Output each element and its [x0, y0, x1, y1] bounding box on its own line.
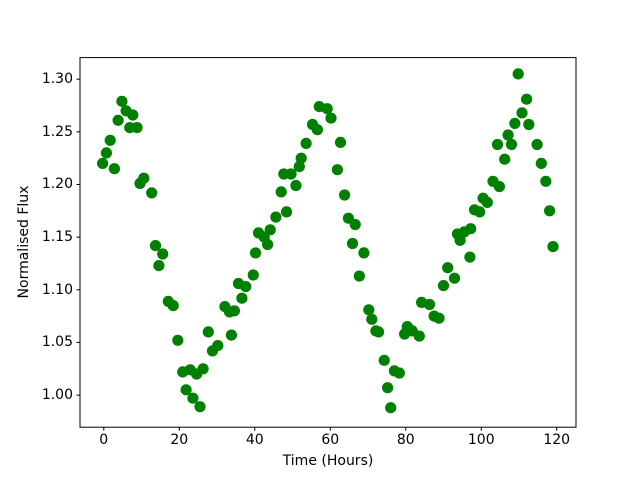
- data-point: [167, 300, 179, 312]
- data-point: [262, 238, 274, 251]
- data-point: [358, 247, 370, 259]
- data-point: [547, 241, 559, 253]
- x-tick-label: 40: [245, 432, 264, 448]
- x-axis-title: Time (Hours): [282, 453, 374, 469]
- data-point: [212, 340, 224, 352]
- data-point: [531, 138, 543, 151]
- data-point: [448, 272, 461, 284]
- data-point: [363, 304, 375, 316]
- data-point: [112, 114, 124, 126]
- data-point: [275, 186, 287, 198]
- data-point: [437, 280, 450, 292]
- data-point: [240, 281, 252, 293]
- data-point: [300, 137, 312, 149]
- data-point: [197, 363, 209, 375]
- x-tick-label: 120: [543, 432, 571, 448]
- data-point: [442, 262, 454, 274]
- data-point: [247, 269, 259, 281]
- data-point: [264, 224, 276, 236]
- data-point: [540, 175, 552, 187]
- data-point: [127, 109, 139, 121]
- data-point: [423, 298, 436, 311]
- y-tick-label: 1.25: [41, 123, 73, 140]
- data-point: [149, 240, 162, 252]
- data-point: [225, 329, 237, 341]
- data-point: [349, 218, 361, 231]
- data-point: [491, 138, 504, 151]
- x-tick-label: 60: [321, 432, 340, 448]
- data-point: [454, 234, 466, 246]
- data-point: [194, 401, 206, 413]
- data-point: [516, 107, 528, 119]
- data-point: [433, 312, 445, 324]
- y-tick-label: 1.30: [41, 71, 73, 88]
- data-point: [474, 206, 486, 218]
- data-point: [353, 270, 365, 282]
- data-point: [464, 251, 476, 263]
- y-tick-label: 1.00: [41, 387, 73, 404]
- x-tick-label: 80: [396, 432, 415, 448]
- data-point: [378, 354, 390, 366]
- data-point: [172, 334, 184, 346]
- data-point: [131, 122, 143, 134]
- data-point: [373, 326, 385, 338]
- data-point: [382, 382, 394, 394]
- data-point: [187, 392, 199, 404]
- y-tick-label: 1.05: [41, 334, 73, 351]
- data-point: [293, 161, 305, 173]
- data-point: [499, 153, 511, 165]
- data-point: [321, 103, 333, 115]
- data-point: [346, 237, 359, 250]
- data-point: [505, 138, 518, 151]
- data-point: [236, 292, 248, 304]
- data-point: [366, 313, 378, 325]
- data-point: [523, 118, 535, 131]
- data-point: [153, 260, 165, 272]
- data-point: [413, 330, 425, 342]
- y-tick-label: 1.15: [41, 229, 73, 246]
- data-point: [228, 305, 240, 317]
- data-point: [138, 172, 150, 184]
- data-point: [280, 206, 293, 218]
- data-point: [509, 117, 521, 129]
- data-point: [108, 163, 120, 175]
- y-tick-label: 1.20: [41, 176, 73, 193]
- x-tick-label: 0: [99, 432, 109, 448]
- data-point: [385, 402, 397, 414]
- y-tick-label: 1.10: [41, 281, 73, 298]
- data-point: [334, 136, 347, 148]
- data-point: [104, 134, 116, 146]
- data-point: [180, 384, 192, 396]
- data-point: [146, 187, 158, 199]
- data-point: [481, 196, 493, 208]
- data-point: [544, 205, 556, 217]
- data-point: [512, 68, 524, 80]
- data-point: [325, 112, 337, 124]
- data-point: [535, 157, 547, 169]
- data-point: [157, 248, 169, 260]
- data-point: [202, 326, 214, 338]
- data-point: [393, 367, 405, 379]
- data-point: [465, 223, 477, 235]
- data-point: [502, 129, 514, 141]
- data-point: [249, 247, 262, 259]
- x-tick-label: 20: [170, 432, 189, 448]
- data-point: [493, 181, 505, 193]
- data-point: [97, 157, 109, 169]
- data-point: [100, 147, 112, 159]
- data-point: [311, 124, 323, 136]
- x-tick-label: 100: [467, 432, 495, 448]
- data-point: [270, 211, 282, 223]
- plot-border: [79, 57, 577, 428]
- data-point: [290, 179, 302, 192]
- data-point: [116, 95, 128, 107]
- data-point: [285, 168, 297, 180]
- data-point: [331, 164, 343, 176]
- data-point: [521, 93, 533, 105]
- data-point: [295, 152, 307, 164]
- data-point: [339, 189, 351, 201]
- y-axis-title: Normalised Flux: [16, 185, 32, 299]
